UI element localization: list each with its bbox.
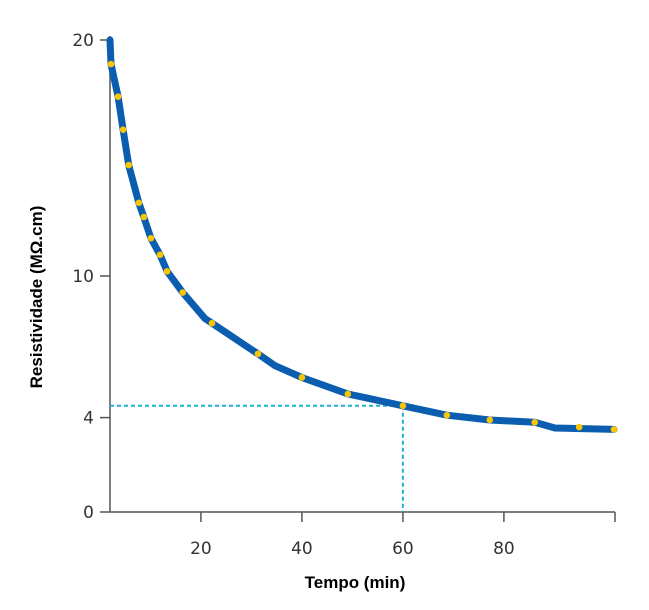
measurement-point	[147, 234, 155, 242]
x-tick-label: 40	[291, 539, 313, 559]
measurement-point	[163, 267, 171, 275]
measurement-point	[610, 426, 618, 433]
y-tick-label: 0	[83, 503, 94, 523]
measurement-point	[443, 411, 451, 419]
measurement-point	[208, 319, 216, 327]
reference-lines	[110, 404, 404, 512]
y-tick-label: 10	[72, 267, 94, 287]
measurement-point	[119, 126, 127, 133]
y-axis-title: Resistividade (MΩ.cm)	[27, 206, 46, 389]
x-axis-title: Tempo (min)	[305, 573, 406, 592]
measurement-point	[399, 402, 407, 410]
plot-area	[106, 36, 618, 433]
measurement-point	[156, 251, 164, 259]
measurement-point	[298, 374, 306, 381]
measurement-point	[179, 289, 187, 296]
measurement-point	[114, 93, 122, 100]
x-tick-label: 20	[190, 539, 212, 559]
measurement-point	[140, 213, 148, 221]
y-tick-label: 20	[72, 31, 94, 51]
y-tick-label: 4	[83, 409, 94, 429]
axes: 20 40 60 80 0 4 10 20	[72, 31, 616, 559]
measurement-point	[135, 199, 143, 207]
measurement-point	[125, 161, 132, 169]
measurement-point	[575, 423, 583, 431]
measurement-point	[531, 419, 539, 426]
measurement-point	[344, 390, 352, 398]
x-tick-label: 80	[493, 539, 515, 559]
measurement-point	[107, 60, 115, 68]
measurement-point	[254, 350, 262, 358]
resistivity-curve	[106, 36, 618, 433]
measurement-point	[486, 416, 494, 424]
x-tick-label: 60	[392, 539, 414, 559]
